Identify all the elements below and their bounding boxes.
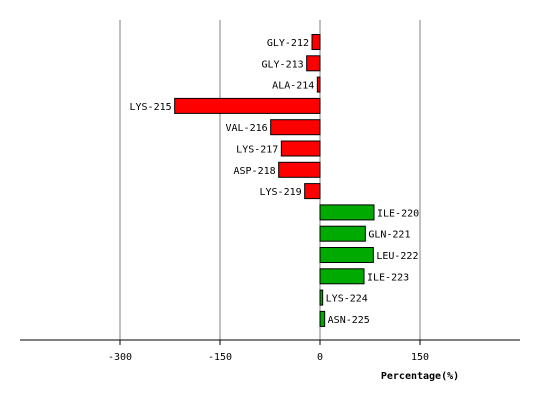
bar-ile-220 <box>319 204 375 221</box>
tick-label: -300 <box>108 352 132 363</box>
bar-labels: GLY-212 GLY-213 ALA-214 LYS-215 VAL-216 LYS-2… <box>130 38 420 326</box>
bar-label: LYS-219 <box>260 187 302 198</box>
gridlines <box>119 20 421 340</box>
bar-asn-225 <box>319 310 326 327</box>
bar-ile-223 <box>319 268 365 285</box>
bars <box>174 34 375 327</box>
bar-label: ILE-223 <box>367 272 409 283</box>
bar-leu-222 <box>319 247 374 263</box>
bar-label: GLN-221 <box>368 230 410 241</box>
bar-label: GLY-212 <box>267 38 309 49</box>
bar-lys-215 <box>174 97 321 114</box>
bar-label: LYS-217 <box>236 145 278 156</box>
bar-gly-212 <box>311 34 321 50</box>
bar-label: ALA-214 <box>272 81 314 92</box>
bar-val-216 <box>270 119 321 136</box>
tick-label: -150 <box>208 352 232 363</box>
bar-lys-217 <box>280 140 321 157</box>
bar-gly-213 <box>306 55 321 72</box>
bar-label: ILE-220 <box>377 208 419 219</box>
tick-label: 150 <box>411 352 429 363</box>
bar-label: GLY-213 <box>262 59 304 70</box>
bar-label: LEU-222 <box>376 251 418 262</box>
bar-label: LYS-215 <box>130 102 172 113</box>
bar-label: LYS-224 <box>326 294 368 305</box>
bar-ala-214 <box>316 76 321 93</box>
bar-lys-219 <box>304 183 321 200</box>
bar-label: ASP-218 <box>234 166 276 177</box>
x-axis-ticks: -300 -150 0 150 <box>108 340 429 363</box>
bar-asp-218 <box>278 161 321 178</box>
x-axis-title: Percentage(%) <box>381 371 459 382</box>
bar-gln-221 <box>319 225 366 242</box>
bar-lys-224 <box>319 289 324 306</box>
bar-label: VAL-216 <box>226 123 268 134</box>
tick-label: 0 <box>317 352 323 363</box>
bar-label: ASN-225 <box>328 315 370 326</box>
